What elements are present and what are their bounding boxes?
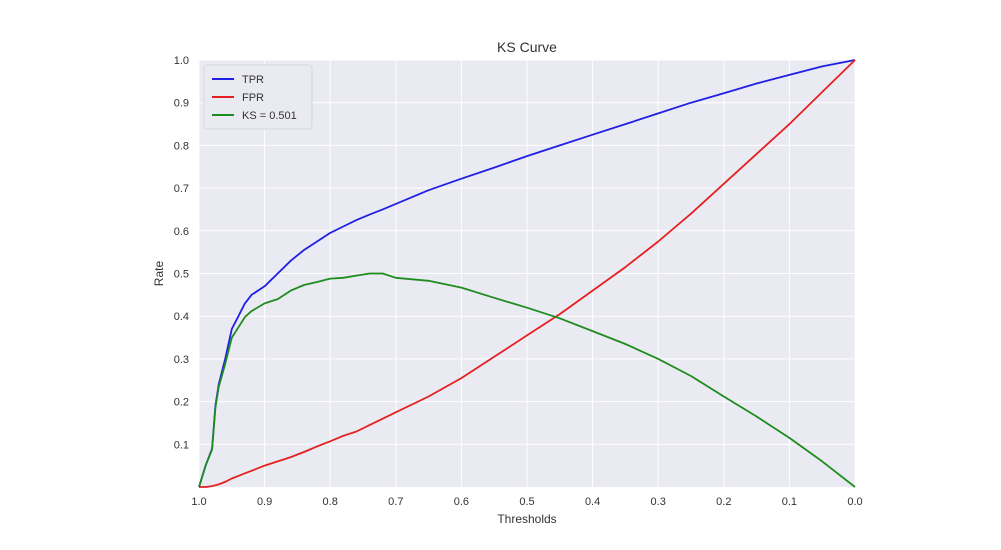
x-tick-label: 0.6 xyxy=(454,496,469,508)
x-tick-labels: 1.0 0.9 0.8 0.7 0.6 0.5 0.4 0.3 0.2 0.1 0.0 xyxy=(191,496,862,508)
x-tick-label: 0.0 xyxy=(847,496,862,508)
x-tick-label: 0.4 xyxy=(585,496,600,508)
y-tick-label: 0.2 xyxy=(174,397,189,409)
y-axis-label: Rate xyxy=(152,261,166,287)
y-tick-label: 0.1 xyxy=(174,439,189,451)
x-tick-label: 0.2 xyxy=(716,496,731,508)
y-tick-labels: 0.1 0.2 0.3 0.4 0.5 0.6 0.7 0.8 0.9 1.0 xyxy=(174,55,189,451)
x-tick-label: 0.5 xyxy=(519,496,534,508)
series-lines xyxy=(198,59,856,488)
y-tick-label: 0.5 xyxy=(174,269,189,281)
y-tick-label: 0.9 xyxy=(174,98,189,110)
series-line-2 xyxy=(199,59,856,488)
grid-lines xyxy=(198,59,856,487)
x-tick-label: 0.8 xyxy=(323,496,338,508)
y-tick-label: 0.4 xyxy=(174,311,189,323)
chart-title: KS Curve xyxy=(497,39,557,55)
x-tick-label: 1.0 xyxy=(191,496,206,508)
y-tick-label: 1.0 xyxy=(174,55,189,67)
x-tick-label: 0.3 xyxy=(651,496,666,508)
x-axis-label: Thresholds xyxy=(497,512,556,526)
legend-label: KS = 0.501 xyxy=(242,110,297,122)
series-line-3 xyxy=(198,272,856,488)
y-tick-label: 0.7 xyxy=(174,183,189,195)
series-line-1 xyxy=(198,59,856,488)
x-tick-label: 0.7 xyxy=(388,496,403,508)
y-tick-label: 0.3 xyxy=(174,354,189,366)
legend-label: TPR xyxy=(242,74,264,86)
legend: TPR FPR KS = 0.501 xyxy=(203,64,313,130)
x-tick-label: 0.1 xyxy=(782,496,797,508)
legend-box xyxy=(203,64,313,130)
y-tick-label: 0.6 xyxy=(174,226,189,238)
y-tick-label: 0.8 xyxy=(174,140,189,152)
legend-label: FPR xyxy=(242,92,264,104)
x-tick-label: 0.9 xyxy=(257,496,272,508)
